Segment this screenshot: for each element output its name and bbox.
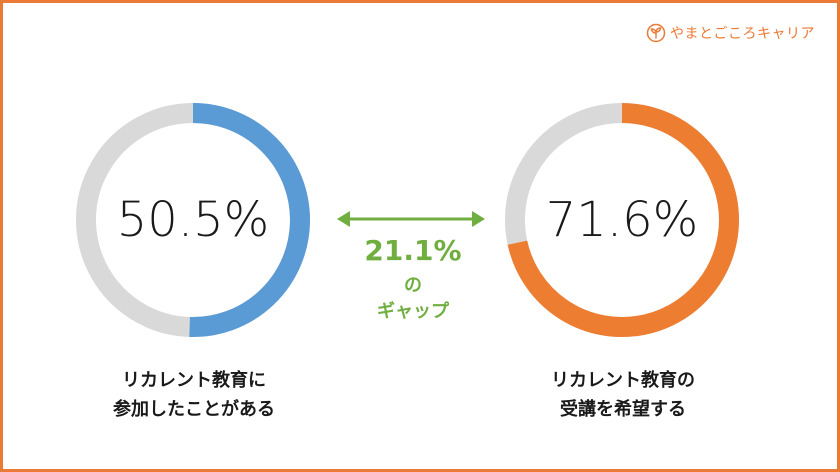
gap-label: ギャップ [377,301,449,322]
caption-desire: リカレント教育の 受講を希望する [473,366,773,424]
caption-line: 受講を希望する [560,399,686,420]
donut-value-arc [507,103,739,337]
caption-participated: リカレント教育に 参加したことがある [44,366,344,424]
donut-charts: 50.5% 71.6% [76,103,739,337]
donut-data-label: 71.6% [546,192,698,248]
caption-line: 参加したことがある [113,399,275,420]
brand-logo: やまとごころキャリア [646,23,815,43]
brand-name: やまとごころキャリア [670,26,815,42]
donut-chart-desire: 71.6% [505,103,739,337]
gap-connector: の [404,275,422,296]
caption-line: リカレント教育の [551,370,695,391]
double-arrow-icon [337,211,485,227]
donut-data-label: 50.5% [117,192,269,248]
donut-value-arc [189,103,310,337]
caption-line: リカレント教育に [122,370,266,391]
sprout-icon [646,23,666,43]
donut-chart-participated: 50.5% [76,103,310,337]
gap-value: 21.1% [364,234,462,267]
